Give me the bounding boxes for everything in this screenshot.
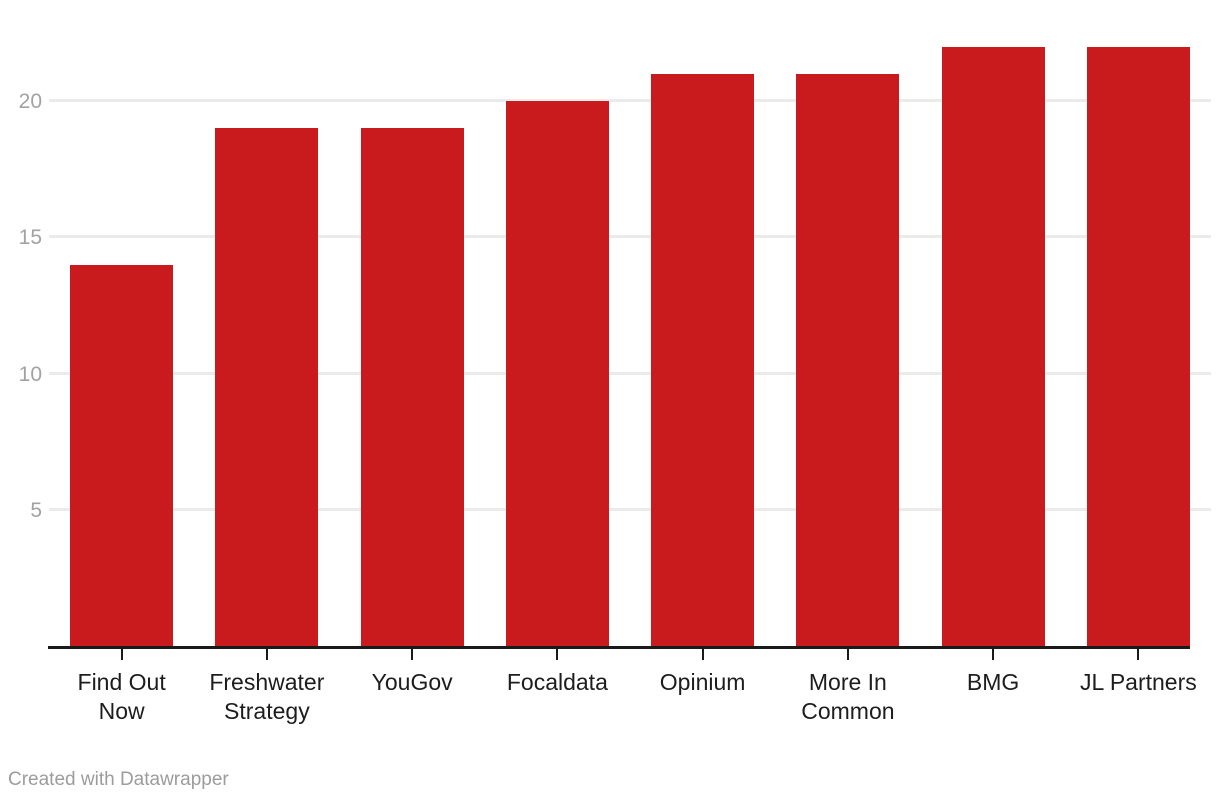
x-axis-tick <box>120 649 123 660</box>
bar-yougov <box>360 128 464 646</box>
x-axis-label: YouGov <box>371 669 453 695</box>
bar-jl-partners <box>1086 46 1190 646</box>
x-axis-tick <box>846 649 849 660</box>
x-axis-label: Opinium <box>659 669 746 695</box>
x-axis-tick <box>701 649 704 660</box>
x-axis-tick <box>1137 649 1140 660</box>
bar-freshwater-strategy <box>215 128 319 646</box>
gridline <box>49 507 1211 511</box>
x-axis-label: Freshwater Strategy <box>209 669 325 724</box>
attribution-text: Created with Datawrapper <box>8 769 229 790</box>
x-axis-line <box>48 646 1190 649</box>
gridline <box>49 99 1211 102</box>
y-axis-tick-label: 20 <box>18 90 42 113</box>
x-axis-tick <box>556 649 559 660</box>
bar-more-in-common <box>796 73 900 646</box>
x-axis-label: More In Common <box>801 669 895 724</box>
bar-opinium <box>651 73 755 646</box>
x-axis-label: JL Partners <box>1079 669 1197 695</box>
gridline <box>49 371 1211 375</box>
x-axis-label: BMG <box>966 669 1020 695</box>
x-axis-tick <box>992 649 995 660</box>
bar-find-out-now <box>70 264 174 646</box>
bar-bmg <box>941 46 1045 646</box>
gridline <box>49 235 1211 239</box>
y-axis-tick-label: 15 <box>18 226 42 250</box>
x-axis-label: Find Out Now <box>77 669 166 724</box>
x-axis-tick <box>265 649 268 660</box>
x-axis-tick <box>411 649 414 660</box>
x-axis-label: Focaldata <box>506 669 608 695</box>
y-axis-tick-label: 10 <box>18 362 42 386</box>
bar-focaldata <box>505 101 609 646</box>
y-axis-tick-label: 5 <box>30 498 42 522</box>
